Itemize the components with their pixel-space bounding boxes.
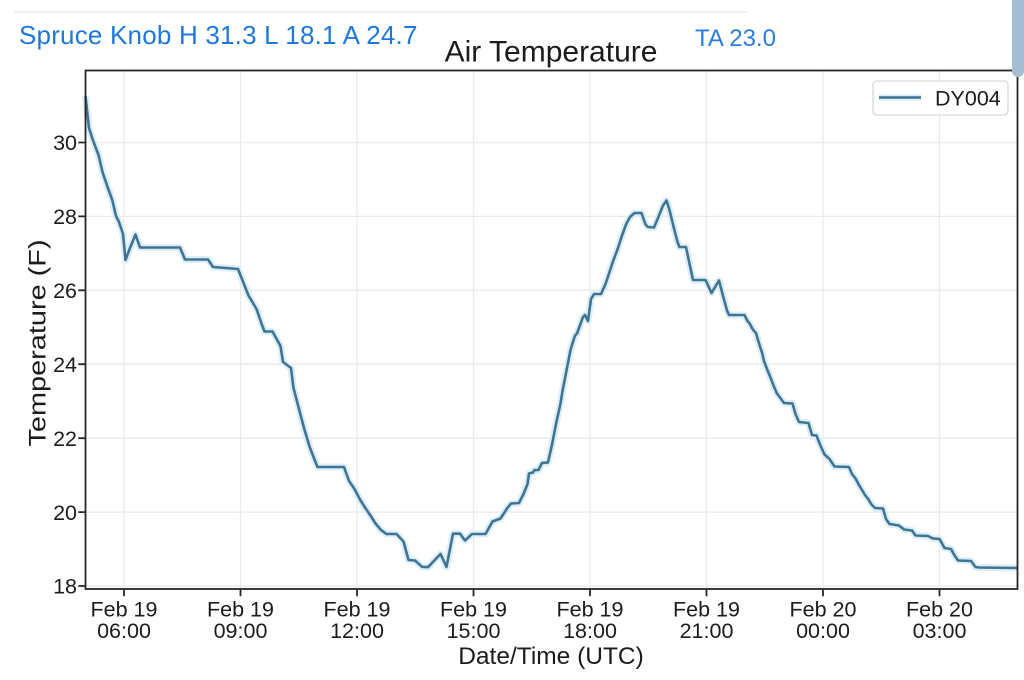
svg-text:26: 26 — [53, 279, 77, 303]
svg-text:30: 30 — [53, 131, 77, 155]
svg-text:Feb 19: Feb 19 — [440, 598, 507, 622]
svg-text:Feb 20: Feb 20 — [906, 598, 973, 622]
svg-text:Feb 19: Feb 19 — [324, 598, 391, 622]
svg-text:Temperature (F): Temperature (F) — [24, 239, 51, 446]
svg-text:Feb 19: Feb 19 — [91, 598, 158, 622]
svg-text:06:00: 06:00 — [97, 619, 151, 643]
svg-text:Feb 19: Feb 19 — [557, 598, 624, 622]
svg-text:09:00: 09:00 — [214, 619, 268, 643]
svg-text:Feb 19: Feb 19 — [207, 598, 274, 622]
svg-text:20: 20 — [53, 501, 77, 525]
svg-text:12:00: 12:00 — [330, 619, 384, 643]
svg-text:00:00: 00:00 — [796, 619, 850, 643]
svg-text:28: 28 — [53, 205, 77, 229]
svg-text:DY004: DY004 — [935, 87, 1001, 111]
svg-text:18:00: 18:00 — [563, 619, 617, 643]
svg-text:18: 18 — [53, 575, 77, 599]
svg-text:15:00: 15:00 — [447, 619, 501, 643]
svg-text:03:00: 03:00 — [913, 619, 967, 643]
svg-text:24: 24 — [53, 353, 77, 377]
svg-text:21:00: 21:00 — [680, 619, 734, 643]
svg-text:Air Temperature: Air Temperature — [445, 36, 658, 69]
svg-text:Feb 20: Feb 20 — [790, 598, 857, 622]
svg-text:22: 22 — [53, 427, 77, 451]
svg-text:Date/Time (UTC): Date/Time (UTC) — [458, 643, 644, 670]
svg-text:Feb 19: Feb 19 — [673, 598, 740, 622]
